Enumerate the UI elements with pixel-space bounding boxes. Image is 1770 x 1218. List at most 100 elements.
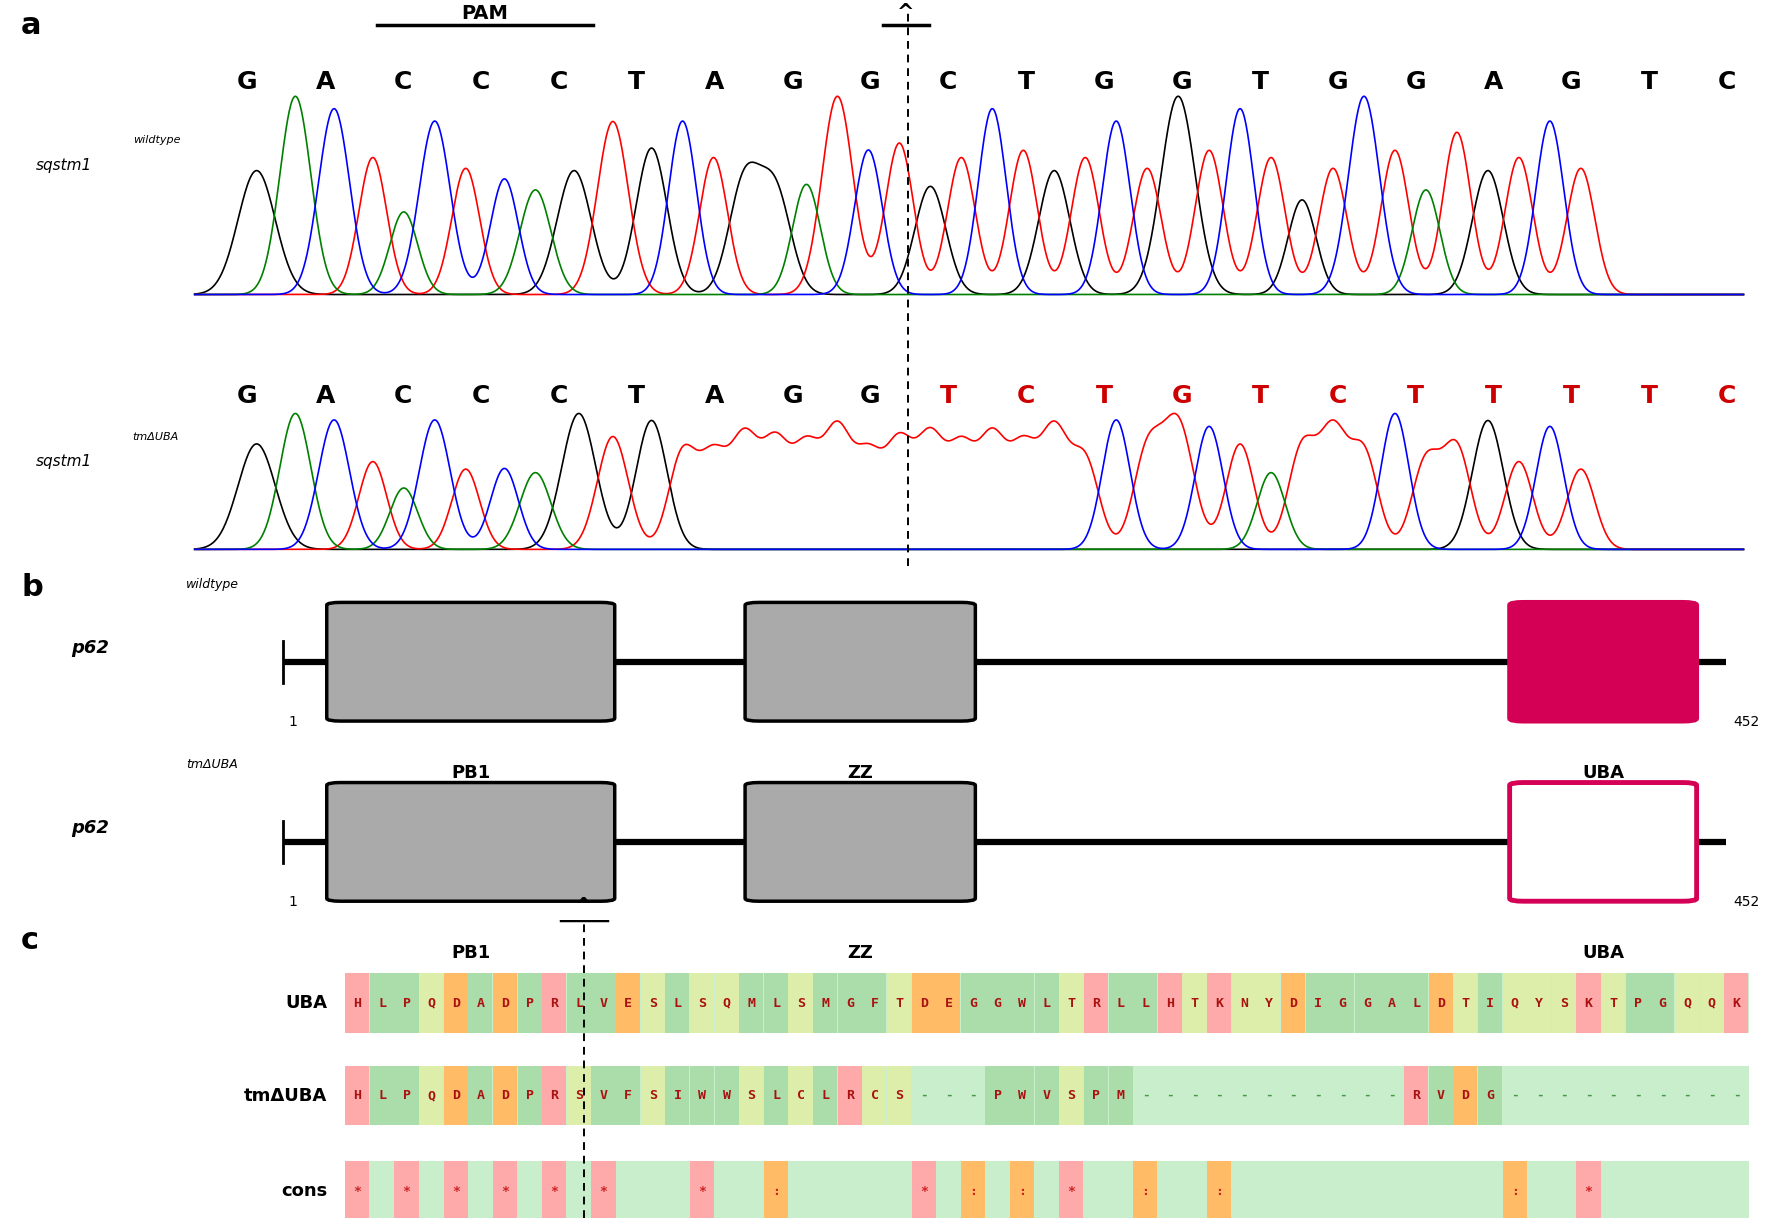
Text: W: W xyxy=(697,1089,706,1102)
Text: W: W xyxy=(1018,1089,1027,1102)
Text: -: - xyxy=(920,1089,927,1102)
Text: G: G xyxy=(860,71,881,94)
Text: -: - xyxy=(945,1089,952,1102)
Text: Y: Y xyxy=(1535,996,1543,1010)
Text: D: D xyxy=(1462,1089,1469,1102)
Bar xyxy=(961,1161,984,1218)
Text: T: T xyxy=(1407,385,1425,408)
Bar xyxy=(862,1066,887,1125)
Text: G: G xyxy=(970,996,977,1010)
Bar xyxy=(812,1066,837,1125)
Text: G: G xyxy=(1405,71,1427,94)
Bar xyxy=(566,1066,591,1125)
Bar xyxy=(1232,973,1255,1033)
Text: ^: ^ xyxy=(575,896,593,917)
Bar xyxy=(1674,973,1699,1033)
Text: D: D xyxy=(1437,996,1444,1010)
Bar xyxy=(1354,973,1379,1033)
Text: L: L xyxy=(821,1089,830,1102)
Text: p62: p62 xyxy=(71,638,108,657)
Text: T: T xyxy=(1251,71,1269,94)
Text: -: - xyxy=(1708,1089,1715,1102)
Bar xyxy=(591,1161,616,1218)
Text: -: - xyxy=(1241,1089,1248,1102)
Text: T: T xyxy=(1251,385,1269,408)
Text: *: * xyxy=(600,1185,607,1197)
Bar xyxy=(1699,973,1724,1033)
Text: C: C xyxy=(1018,385,1035,408)
FancyBboxPatch shape xyxy=(327,782,614,901)
Text: S: S xyxy=(747,1089,756,1102)
Bar xyxy=(395,973,418,1033)
Text: C: C xyxy=(1719,385,1736,408)
Text: C: C xyxy=(796,1089,805,1102)
Text: I: I xyxy=(1313,996,1322,1010)
Text: G: G xyxy=(1094,71,1115,94)
Text: PB1: PB1 xyxy=(451,764,490,782)
Text: *: * xyxy=(501,1185,510,1197)
Bar xyxy=(370,1066,395,1125)
Text: tmΔUBA: tmΔUBA xyxy=(186,758,237,771)
Text: -: - xyxy=(1290,1089,1297,1102)
Text: 452: 452 xyxy=(1733,895,1759,909)
Bar xyxy=(591,1066,616,1125)
Text: G: G xyxy=(1561,71,1582,94)
Text: a: a xyxy=(21,11,42,40)
Text: T: T xyxy=(628,71,646,94)
Bar xyxy=(1035,973,1058,1033)
Bar xyxy=(986,973,1009,1033)
Text: -: - xyxy=(1166,1089,1174,1102)
Bar xyxy=(1058,1066,1083,1125)
Text: *: * xyxy=(1067,1185,1076,1197)
Text: I: I xyxy=(1487,996,1494,1010)
Text: -: - xyxy=(1388,1089,1395,1102)
Bar xyxy=(1453,1066,1478,1125)
Bar xyxy=(542,973,566,1033)
Bar xyxy=(1602,973,1625,1033)
Text: -: - xyxy=(970,1089,977,1102)
Bar xyxy=(1478,973,1503,1033)
Bar xyxy=(765,1066,788,1125)
Text: *: * xyxy=(451,1185,460,1197)
Bar xyxy=(1724,973,1749,1033)
Text: E: E xyxy=(945,996,952,1010)
Text: D: D xyxy=(451,996,460,1010)
Text: 452: 452 xyxy=(1733,715,1759,728)
Text: -: - xyxy=(1142,1089,1149,1102)
Text: 1: 1 xyxy=(289,895,297,909)
Text: -: - xyxy=(1658,1089,1666,1102)
Bar xyxy=(444,1066,467,1125)
Bar xyxy=(1108,973,1133,1033)
Text: ^: ^ xyxy=(897,2,915,23)
Text: -: - xyxy=(1561,1089,1568,1102)
Bar xyxy=(1528,973,1551,1033)
Bar xyxy=(419,1066,442,1125)
Text: :: : xyxy=(1142,1185,1149,1197)
Text: H: H xyxy=(1166,996,1174,1010)
Text: C: C xyxy=(395,385,412,408)
Bar xyxy=(542,1066,566,1125)
Bar xyxy=(788,973,812,1033)
Text: S: S xyxy=(896,1089,903,1102)
Text: G: G xyxy=(1172,385,1193,408)
Text: G: G xyxy=(1658,996,1667,1010)
Bar xyxy=(444,973,467,1033)
Text: -: - xyxy=(1634,1089,1643,1102)
Text: Y: Y xyxy=(1264,996,1273,1010)
Bar xyxy=(812,973,837,1033)
Text: G: G xyxy=(1487,1089,1494,1102)
Bar xyxy=(1552,973,1575,1033)
Text: L: L xyxy=(379,1089,386,1102)
Bar xyxy=(837,973,862,1033)
Text: -: - xyxy=(1609,1089,1618,1102)
Text: :: : xyxy=(772,1185,781,1197)
Text: C: C xyxy=(395,71,412,94)
Text: P: P xyxy=(993,1089,1002,1102)
Text: *: * xyxy=(550,1185,559,1197)
Bar xyxy=(1281,973,1304,1033)
Text: V: V xyxy=(1043,1089,1051,1102)
Bar xyxy=(1453,973,1478,1033)
Bar xyxy=(690,1066,713,1125)
Bar xyxy=(1306,973,1329,1033)
Text: sqstm1: sqstm1 xyxy=(35,158,92,173)
